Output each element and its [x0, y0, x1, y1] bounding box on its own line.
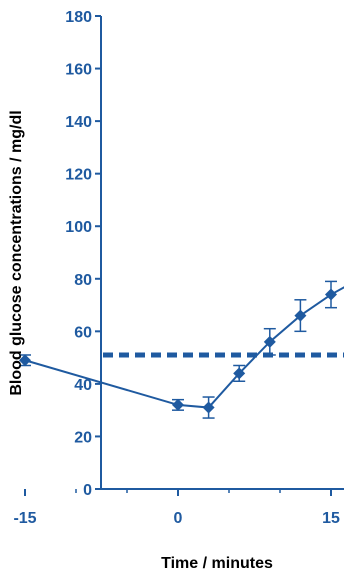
- y-tick-label: 60: [74, 324, 92, 341]
- y-tick-label: 100: [65, 219, 92, 236]
- data-point-marker: [325, 288, 337, 301]
- y-tick-label: 20: [74, 429, 92, 446]
- data-point-marker: [263, 335, 276, 348]
- y-tick-label: 180: [65, 9, 92, 26]
- data-point-marker: [19, 354, 31, 367]
- y-axis-label: Blood glucose concentrations / mg/dl: [8, 110, 25, 395]
- y-tick-label: 0: [83, 482, 92, 499]
- data-point-marker: [172, 398, 184, 411]
- y-tick-label: 40: [74, 377, 92, 394]
- x-tick-label: -15: [13, 510, 36, 527]
- y-tick-label: 160: [65, 62, 92, 79]
- y-tick-label: 120: [65, 167, 92, 184]
- x-tick-label: 0: [174, 510, 183, 527]
- series-layer: [19, 280, 344, 419]
- x-axis-label: Time / minutes: [161, 555, 273, 572]
- y-tick-label: 140: [65, 114, 92, 131]
- data-point-marker: [202, 401, 215, 414]
- data-point-marker: [233, 367, 246, 380]
- x-tick-label: 15: [322, 510, 340, 527]
- y-tick-label: 80: [74, 272, 92, 289]
- data-point-marker: [294, 309, 307, 322]
